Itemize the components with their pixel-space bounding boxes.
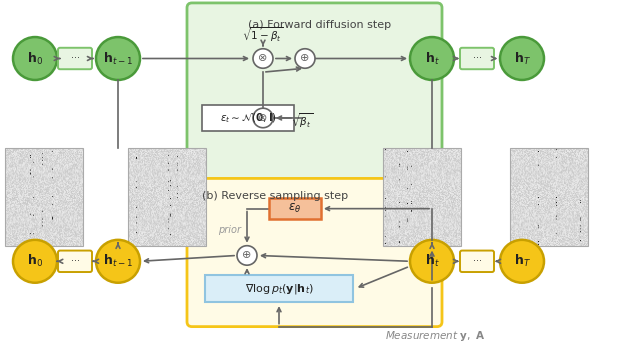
Text: ···: ··· — [472, 54, 481, 64]
Bar — [510, 148, 588, 246]
Bar — [383, 148, 461, 246]
FancyBboxPatch shape — [187, 179, 442, 326]
Circle shape — [253, 49, 273, 68]
Circle shape — [96, 37, 140, 80]
Text: $\epsilon_{\theta}$: $\epsilon_{\theta}$ — [289, 202, 301, 215]
Circle shape — [500, 37, 544, 80]
FancyBboxPatch shape — [187, 3, 442, 180]
Text: $\mathbf{h}_t$: $\mathbf{h}_t$ — [424, 253, 440, 269]
Text: ⊗: ⊗ — [259, 54, 268, 64]
Bar — [205, 275, 353, 302]
Text: (b) Reverse sampling step: (b) Reverse sampling step — [202, 191, 348, 201]
Text: $\sqrt{\beta_t}$: $\sqrt{\beta_t}$ — [291, 111, 313, 130]
Text: $\epsilon_t \sim \mathcal{N}(\mathbf{0}, \mathbf{I})$: $\epsilon_t \sim \mathcal{N}(\mathbf{0},… — [220, 111, 276, 125]
Text: $\mathbf{h}_{t-1}$: $\mathbf{h}_{t-1}$ — [103, 51, 133, 66]
Circle shape — [295, 49, 315, 68]
Text: $\sqrt{1-\beta_t}$: $\sqrt{1-\beta_t}$ — [243, 26, 284, 44]
Text: $\mathbf{h}_0$: $\mathbf{h}_0$ — [27, 253, 43, 269]
Text: Measurement $\mathbf{y},\ \mathbf{A}$: Measurement $\mathbf{y},\ \mathbf{A}$ — [385, 329, 485, 343]
Text: (a) Forward diffusion step: (a) Forward diffusion step — [248, 21, 391, 31]
Text: prior: prior — [218, 225, 241, 235]
Circle shape — [13, 240, 57, 283]
Text: $\mathbf{h}_t$: $\mathbf{h}_t$ — [424, 51, 440, 66]
Circle shape — [253, 108, 273, 128]
Bar — [128, 148, 206, 246]
Circle shape — [96, 240, 140, 283]
Bar — [202, 105, 294, 131]
Text: ⊕: ⊕ — [300, 54, 310, 64]
Bar — [269, 198, 321, 219]
Text: ⊗: ⊗ — [259, 113, 268, 123]
Circle shape — [410, 240, 454, 283]
Text: ···: ··· — [70, 256, 79, 266]
Bar — [5, 148, 83, 246]
FancyBboxPatch shape — [58, 48, 92, 69]
Circle shape — [500, 240, 544, 283]
FancyBboxPatch shape — [460, 48, 494, 69]
Text: ···: ··· — [472, 256, 481, 266]
Circle shape — [410, 37, 454, 80]
Text: $\mathbf{h}_{t-1}$: $\mathbf{h}_{t-1}$ — [103, 253, 133, 269]
Text: $\nabla \log p_t(\mathbf{y}|\mathbf{h}_t)$: $\nabla \log p_t(\mathbf{y}|\mathbf{h}_t… — [244, 282, 314, 295]
Text: ···: ··· — [70, 54, 79, 64]
Text: $\mathbf{h}_T$: $\mathbf{h}_T$ — [513, 51, 531, 66]
Text: ⊕: ⊕ — [243, 250, 252, 260]
FancyBboxPatch shape — [460, 250, 494, 272]
Circle shape — [13, 37, 57, 80]
FancyBboxPatch shape — [58, 250, 92, 272]
Text: $\mathbf{h}_0$: $\mathbf{h}_0$ — [27, 51, 43, 66]
Text: $\mathbf{h}_T$: $\mathbf{h}_T$ — [513, 253, 531, 269]
Circle shape — [237, 246, 257, 265]
